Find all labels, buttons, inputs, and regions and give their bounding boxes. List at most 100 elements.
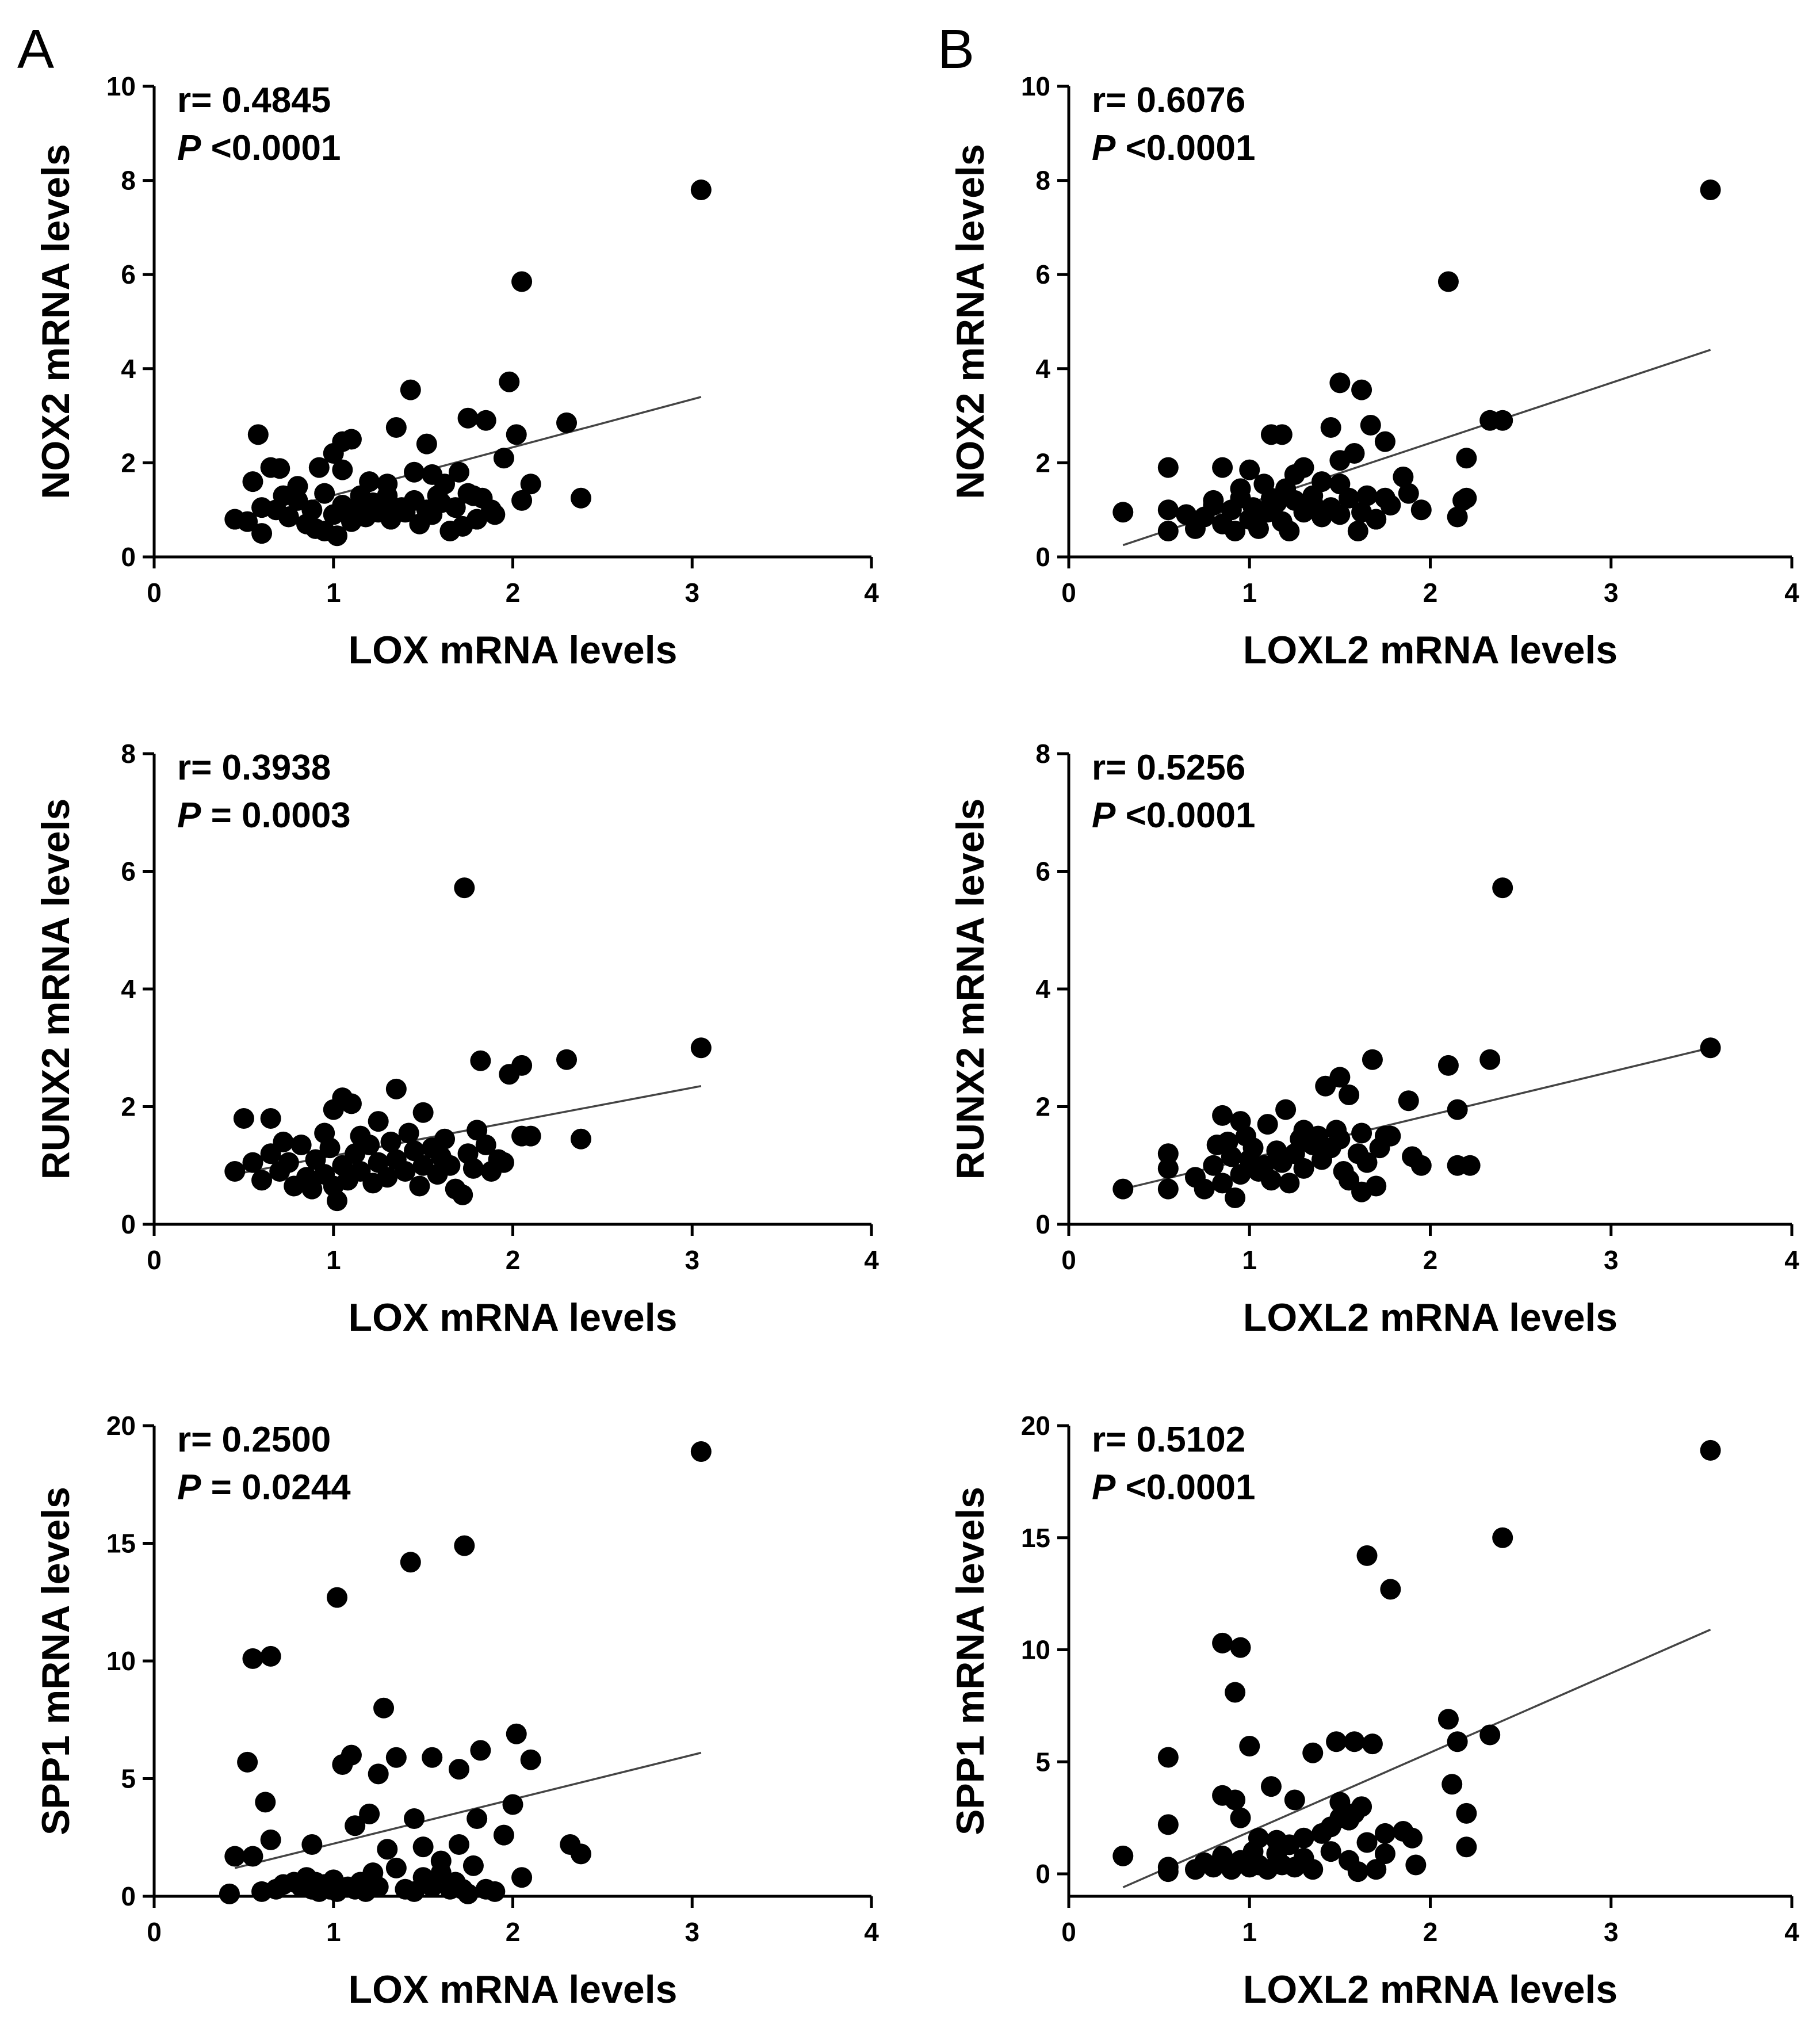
- chart-3-data-point: [326, 1190, 347, 1212]
- chart-6-y-tick-label: 15: [1021, 1523, 1050, 1553]
- chart-2: 0 1 2 3 4 0 2 4 6 8 10 LOXL2 mRNA levels NOX2 mRNA l…: [949, 71, 1799, 672]
- chart-2-data-point: [1230, 478, 1251, 499]
- chart-1-x-axis-label: LOX mRNA levels: [349, 628, 678, 672]
- chart-5-x-tick-label: 1: [326, 1917, 341, 1947]
- chart-3-data-point: [278, 1152, 299, 1173]
- chart-4-data-point: [1275, 1099, 1297, 1120]
- chart-1-data-point: [323, 443, 344, 464]
- chart-3-data-point: [454, 877, 475, 899]
- chart-2-x-tick-label: 1: [1242, 578, 1257, 608]
- chart-5-data-point: [368, 1876, 389, 1897]
- chart-3-data-point: [290, 1134, 312, 1155]
- chart-1-data-point: [341, 429, 362, 450]
- chart-3-data-point: [314, 1122, 335, 1144]
- chart-1-data-point: [314, 483, 335, 504]
- chart-4-x-tick-label: 4: [1784, 1245, 1799, 1275]
- chart-3-data-point: [398, 1122, 419, 1144]
- chart-2-data-point: [1248, 518, 1269, 539]
- chart-2-data-point: [1456, 448, 1477, 469]
- chart-6-data-point: [1374, 1843, 1395, 1864]
- chart-1-p-value: P <0.0001: [177, 128, 341, 168]
- chart-1-data-point: [247, 424, 269, 445]
- chart-4-y-tick-label: 8: [1035, 739, 1050, 769]
- chart-4-data-point: [1290, 1128, 1311, 1150]
- chart-2-x-tick-label: 3: [1604, 578, 1619, 608]
- chart-5-data-point: [511, 1867, 533, 1888]
- chart-2-data-point: [1329, 473, 1351, 495]
- chart-1-x-tick-label: 3: [685, 578, 699, 608]
- chart-1-data-point: [511, 271, 533, 292]
- chart-2-data-point: [1360, 414, 1381, 436]
- chart-4-data-point: [1212, 1105, 1233, 1126]
- chart-3-p-value: P = 0.0003: [177, 796, 351, 835]
- chart-5-data-point: [237, 1751, 258, 1773]
- chart-1-data-point: [308, 457, 330, 478]
- chart-2-x-tick-label: 4: [1784, 578, 1799, 608]
- chart-1-data-point: [269, 458, 290, 479]
- chart-4-data-point: [1362, 1049, 1383, 1070]
- chart-3-y-axis-label: RUNX2 mRNA levels: [34, 799, 78, 1180]
- chart-2-data-point: [1398, 483, 1419, 504]
- chart-3-data-point: [380, 1131, 402, 1152]
- chart-2-data-point: [1380, 495, 1401, 516]
- chart-1-y-tick-label: 0: [121, 542, 136, 572]
- chart-6-data-point: [1225, 1789, 1246, 1811]
- chart-2-y-tick-label: 6: [1035, 259, 1050, 289]
- chart-3-data-point: [233, 1108, 254, 1129]
- chart-3-data-point: [556, 1049, 578, 1070]
- chart-2-data-point: [1260, 487, 1282, 509]
- chart-4-data-point: [1380, 1125, 1401, 1147]
- chart-6-data-point: [1284, 1789, 1305, 1811]
- chart-5-data-point: [224, 1846, 246, 1867]
- chart-1-y-tick-label: 8: [121, 166, 136, 196]
- chart-4-x-tick-label: 0: [1061, 1245, 1076, 1275]
- chart-4-data-point: [1112, 1178, 1134, 1200]
- chart-2-data-point: [1212, 457, 1233, 478]
- chart-6-data-point: [1374, 1823, 1395, 1844]
- chart-5-data-point: [493, 1824, 514, 1846]
- chart-3-data-point: [323, 1099, 344, 1120]
- chart-5-data-point: [385, 1857, 407, 1878]
- chart-1-data-point: [457, 407, 479, 429]
- chart-3-y-tick-label: 0: [121, 1209, 136, 1239]
- chart-5-data-point: [462, 1855, 484, 1876]
- chart-5-data-point: [368, 1763, 389, 1785]
- chart-5-data-point: [373, 1697, 395, 1719]
- chart-6-r-value: r= 0.5102: [1092, 1420, 1245, 1460]
- chart-4-y-tick-label: 0: [1035, 1209, 1050, 1239]
- chart-1-data-point: [472, 487, 493, 509]
- chart-4-data-point: [1212, 1173, 1233, 1194]
- chart-5-y-tick-label: 15: [106, 1529, 136, 1559]
- chart-1-data-point: [237, 511, 258, 532]
- chart-3-y-tick-label: 8: [121, 739, 136, 769]
- chart-5-x-axis-label: LOX mRNA levels: [349, 1968, 678, 2011]
- chart-2-regression-line: [1122, 349, 1711, 547]
- chart-1-x-tick-label: 0: [147, 578, 162, 608]
- chart-6-regression-line: [1122, 1628, 1711, 1889]
- chart-1-y-tick-label: 6: [121, 259, 136, 289]
- chart-5-data-point: [219, 1883, 240, 1904]
- chart-5-data-point: [467, 1808, 488, 1830]
- chart-2-data-point: [1329, 372, 1351, 394]
- chart-5-y-tick-label: 10: [106, 1646, 136, 1676]
- chart-2-x-axis-label: LOXL2 mRNA levels: [1243, 628, 1618, 672]
- chart-5-x-tick-label: 2: [506, 1917, 521, 1947]
- chart-3-data-point: [439, 1155, 461, 1176]
- chart-2-data-point: [1329, 450, 1351, 471]
- chart-6-data-point: [1344, 1731, 1365, 1752]
- chart-2-data-point: [1112, 502, 1134, 523]
- chart-6-data-point: [1356, 1832, 1378, 1853]
- chart-4-x-tick-label: 2: [1423, 1245, 1438, 1275]
- chart-4-x-axis-label: LOXL2 mRNA levels: [1243, 1296, 1618, 1339]
- chart-2-data-point: [1225, 521, 1246, 542]
- chart-4-data-point: [1225, 1187, 1246, 1208]
- chart-6-y-tick-label: 20: [1021, 1411, 1050, 1441]
- chart-6-data-point: [1362, 1733, 1383, 1755]
- chart-2-data-point: [1437, 271, 1459, 292]
- chart-5-data-point: [448, 1834, 469, 1855]
- chart-5-x-tick-label: 4: [864, 1917, 879, 1947]
- chart-4-data-point: [1257, 1114, 1278, 1135]
- chart-3-data-point: [385, 1078, 407, 1099]
- chart-5-data-point: [470, 1740, 491, 1761]
